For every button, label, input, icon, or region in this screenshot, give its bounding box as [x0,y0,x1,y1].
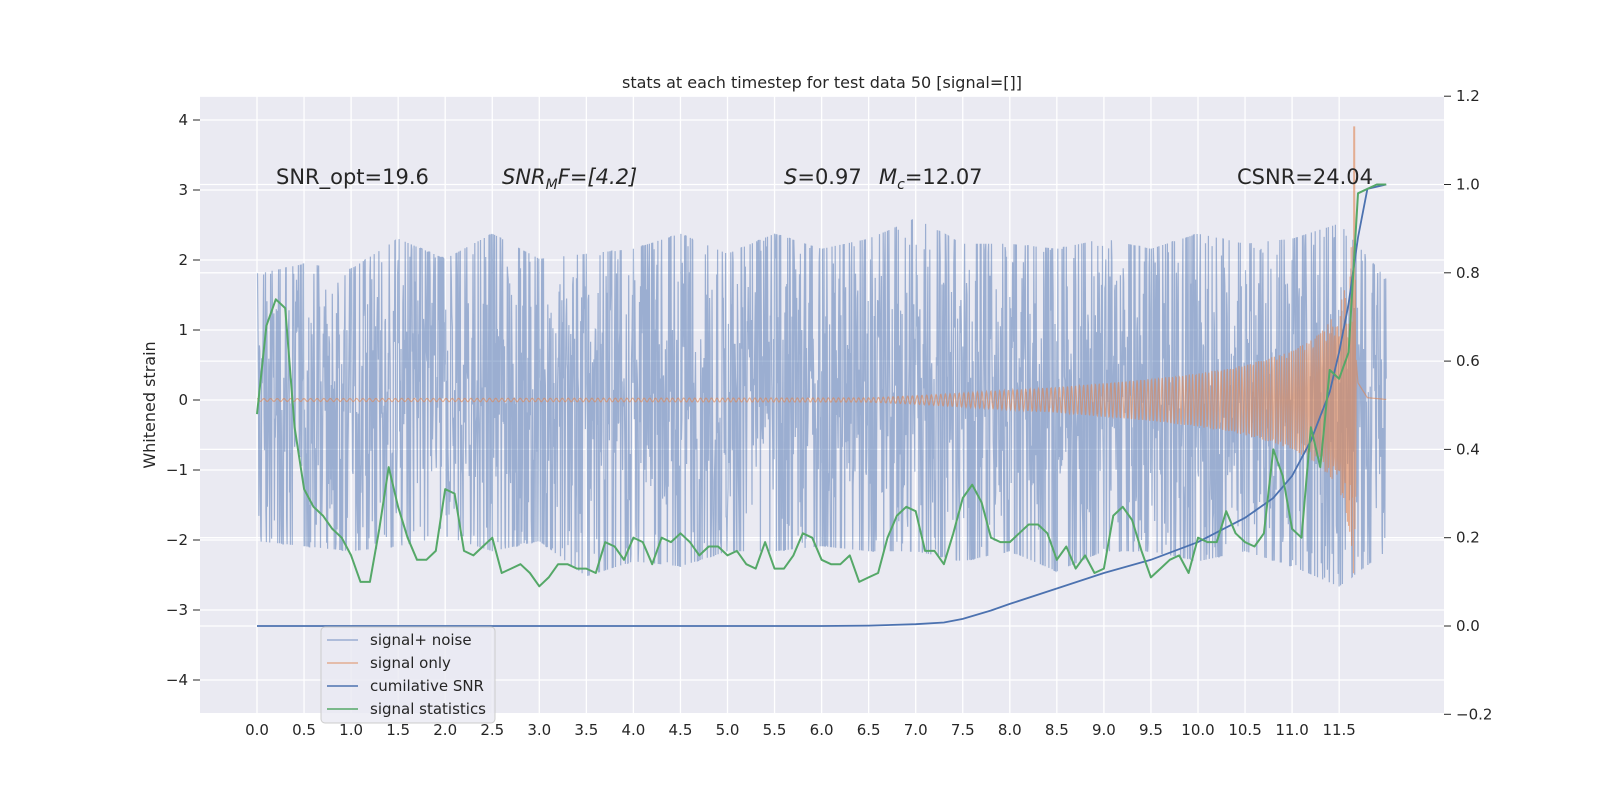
y-tick-label: −2 [166,531,188,549]
signal-only-series [257,126,1387,574]
grid [200,95,1444,715]
y2-tick-label: 0.0 [1456,617,1480,635]
y-tick-label: −4 [166,671,188,689]
annotation-mc: Mc=12.07 [879,165,983,193]
cumulative-snr-series [257,183,1387,627]
legend-box [320,626,496,724]
y-tick-label: −3 [166,601,188,619]
y2-tick-label: 0.4 [1456,440,1480,458]
x-tick-label: 1.0 [339,721,363,739]
cumulative-snr-line [257,183,1387,627]
x-tick-label: 9.0 [1092,721,1116,739]
x-tick-label: 2.0 [433,721,457,739]
y2-axis-ticks: 1.2 1.0 0.8 0.6 0.4 0.2 0.0 −0.2 [1444,87,1492,723]
y-tick-label: −1 [166,461,188,479]
y-tick-label: 2 [178,251,188,269]
x-tick-label: 11.5 [1322,721,1355,739]
legend: signal+ noise signal only cumilative SNR… [320,626,496,724]
x-tick-label: 7.5 [951,721,975,739]
x-tick-label: 10.0 [1181,721,1214,739]
legend-label-signal-statistics: signal statistics [370,700,486,718]
annotation-s: S=0.97 [784,165,862,189]
y2-tick-label: 0.8 [1456,264,1480,282]
x-tick-label: 5.5 [763,721,787,739]
y-tick-label: 4 [178,111,188,129]
x-tick-label: 3.5 [574,721,598,739]
y2-tick-label: −0.2 [1456,705,1492,723]
y2-tick-label: 1.0 [1456,176,1480,194]
x-tick-label: 5.0 [716,721,740,739]
x-tick-label: 7.0 [904,721,928,739]
x-tick-label: 0.0 [245,721,269,739]
signal-plus-noise-series [256,219,1387,587]
signal-statistics-line [256,183,1387,588]
annotation-snr-mf: SNRMF=[4.2] [502,165,637,193]
x-tick-label: 1.5 [386,721,410,739]
chart-title: stats at each timestep for test data 50 … [622,73,1022,92]
x-tick-label: 10.5 [1228,721,1261,739]
x-tick-label: 11.0 [1275,721,1308,739]
annotation-csnr: CSNR=24.04 [1237,165,1373,189]
x-tick-label: 6.0 [810,721,834,739]
x-tick-label: 8.5 [1045,721,1069,739]
x-tick-label: 2.5 [480,721,504,739]
signal-statistics-series [256,183,1387,588]
y-tick-label: 3 [178,181,188,199]
y-tick-label: 1 [178,321,188,339]
x-tick-label: 0.5 [292,721,316,739]
x-tick-label: 8.0 [998,721,1022,739]
annotation-snr-opt: SNR_opt=19.6 [276,165,429,190]
y2-tick-label: 1.2 [1456,87,1480,105]
x-tick-label: 6.5 [857,721,881,739]
legend-label-signal-only: signal only [370,654,451,672]
signal-plus-noise-line [256,219,1387,587]
x-axis-ticks: 0.0 0.5 1.0 1.5 2.0 2.5 3.0 3.5 4.0 4.5 5.0 5.5 6.0 6… [245,721,1356,739]
y-tick-label: 0 [178,391,188,409]
y-axis-label: Whitened strain [140,341,159,468]
y2-tick-label: 0.6 [1456,352,1480,370]
x-tick-label: 4.5 [669,721,693,739]
signal-only-line [257,126,1387,574]
legend-label-signal-plus-noise: signal+ noise [370,631,472,649]
x-tick-label: 3.0 [527,721,551,739]
y-axis-ticks: 4 3 2 1 0 −1 −2 −3 −4 [166,111,200,689]
x-tick-label: 4.0 [621,721,645,739]
legend-label-cumulative-snr: cumilative SNR [370,677,484,695]
x-tick-label: 9.5 [1139,721,1163,739]
y2-tick-label: 0.2 [1456,529,1480,547]
